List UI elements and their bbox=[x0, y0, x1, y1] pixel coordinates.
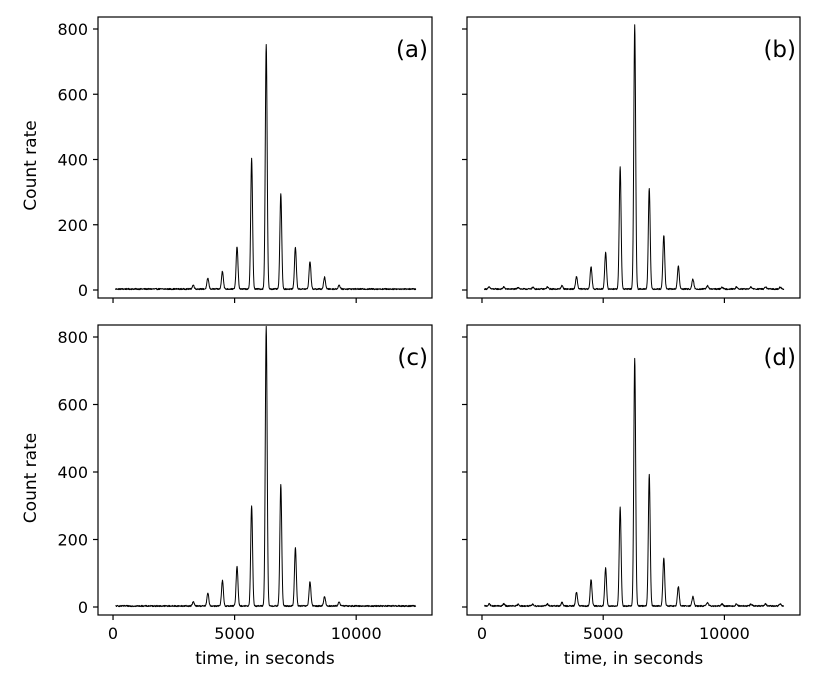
y-tick-label: 400 bbox=[57, 463, 88, 482]
x-tick-label: 0 bbox=[108, 624, 118, 643]
y-axis-title: Count rate bbox=[21, 120, 41, 210]
y-tick-label: 200 bbox=[57, 216, 88, 235]
axes-frame bbox=[97, 16, 433, 299]
y-tick-label: 600 bbox=[57, 396, 88, 415]
panel-label: (a) bbox=[396, 37, 428, 63]
panel-c: 0 200 400 600 800 0 5000 10000 (c) Count rate time… bbox=[21, 324, 433, 669]
series-line-c bbox=[115, 325, 417, 608]
y-tick-label: 0 bbox=[78, 598, 88, 617]
y-axis-title: Count rate bbox=[21, 433, 41, 523]
series-line-d bbox=[484, 357, 785, 608]
x-tick-label: 10000 bbox=[699, 624, 750, 643]
x-axis-title: time, in seconds bbox=[195, 649, 335, 669]
x-tick-label: 5000 bbox=[583, 624, 624, 643]
axes-frame bbox=[466, 324, 801, 616]
axes-frame bbox=[466, 16, 801, 299]
series-line-b bbox=[483, 24, 785, 291]
x-tick-label: 0 bbox=[477, 624, 487, 643]
y-tick-label: 600 bbox=[57, 85, 88, 104]
y-tick-label: 0 bbox=[78, 281, 88, 300]
panel-label: (c) bbox=[397, 345, 428, 371]
x-axis-title: time, in seconds bbox=[564, 649, 704, 669]
panel-label: (d) bbox=[763, 345, 796, 371]
y-tick-label: 800 bbox=[57, 328, 88, 347]
panel-b: (b) bbox=[462, 16, 801, 303]
series-line-a bbox=[114, 43, 417, 291]
x-tick-label: 5000 bbox=[214, 624, 255, 643]
y-tick-label: 400 bbox=[57, 151, 88, 170]
panel-label: (b) bbox=[763, 37, 796, 63]
panel-a: 0 200 400 600 800 (a) Count rate bbox=[21, 16, 433, 303]
x-tick-label: 10000 bbox=[331, 624, 382, 643]
panel-d: 0 5000 10000 (d) time, in seconds bbox=[462, 324, 801, 669]
y-tick-label: 200 bbox=[57, 531, 88, 550]
y-tick-label: 800 bbox=[57, 20, 88, 39]
axes-frame bbox=[97, 324, 433, 616]
